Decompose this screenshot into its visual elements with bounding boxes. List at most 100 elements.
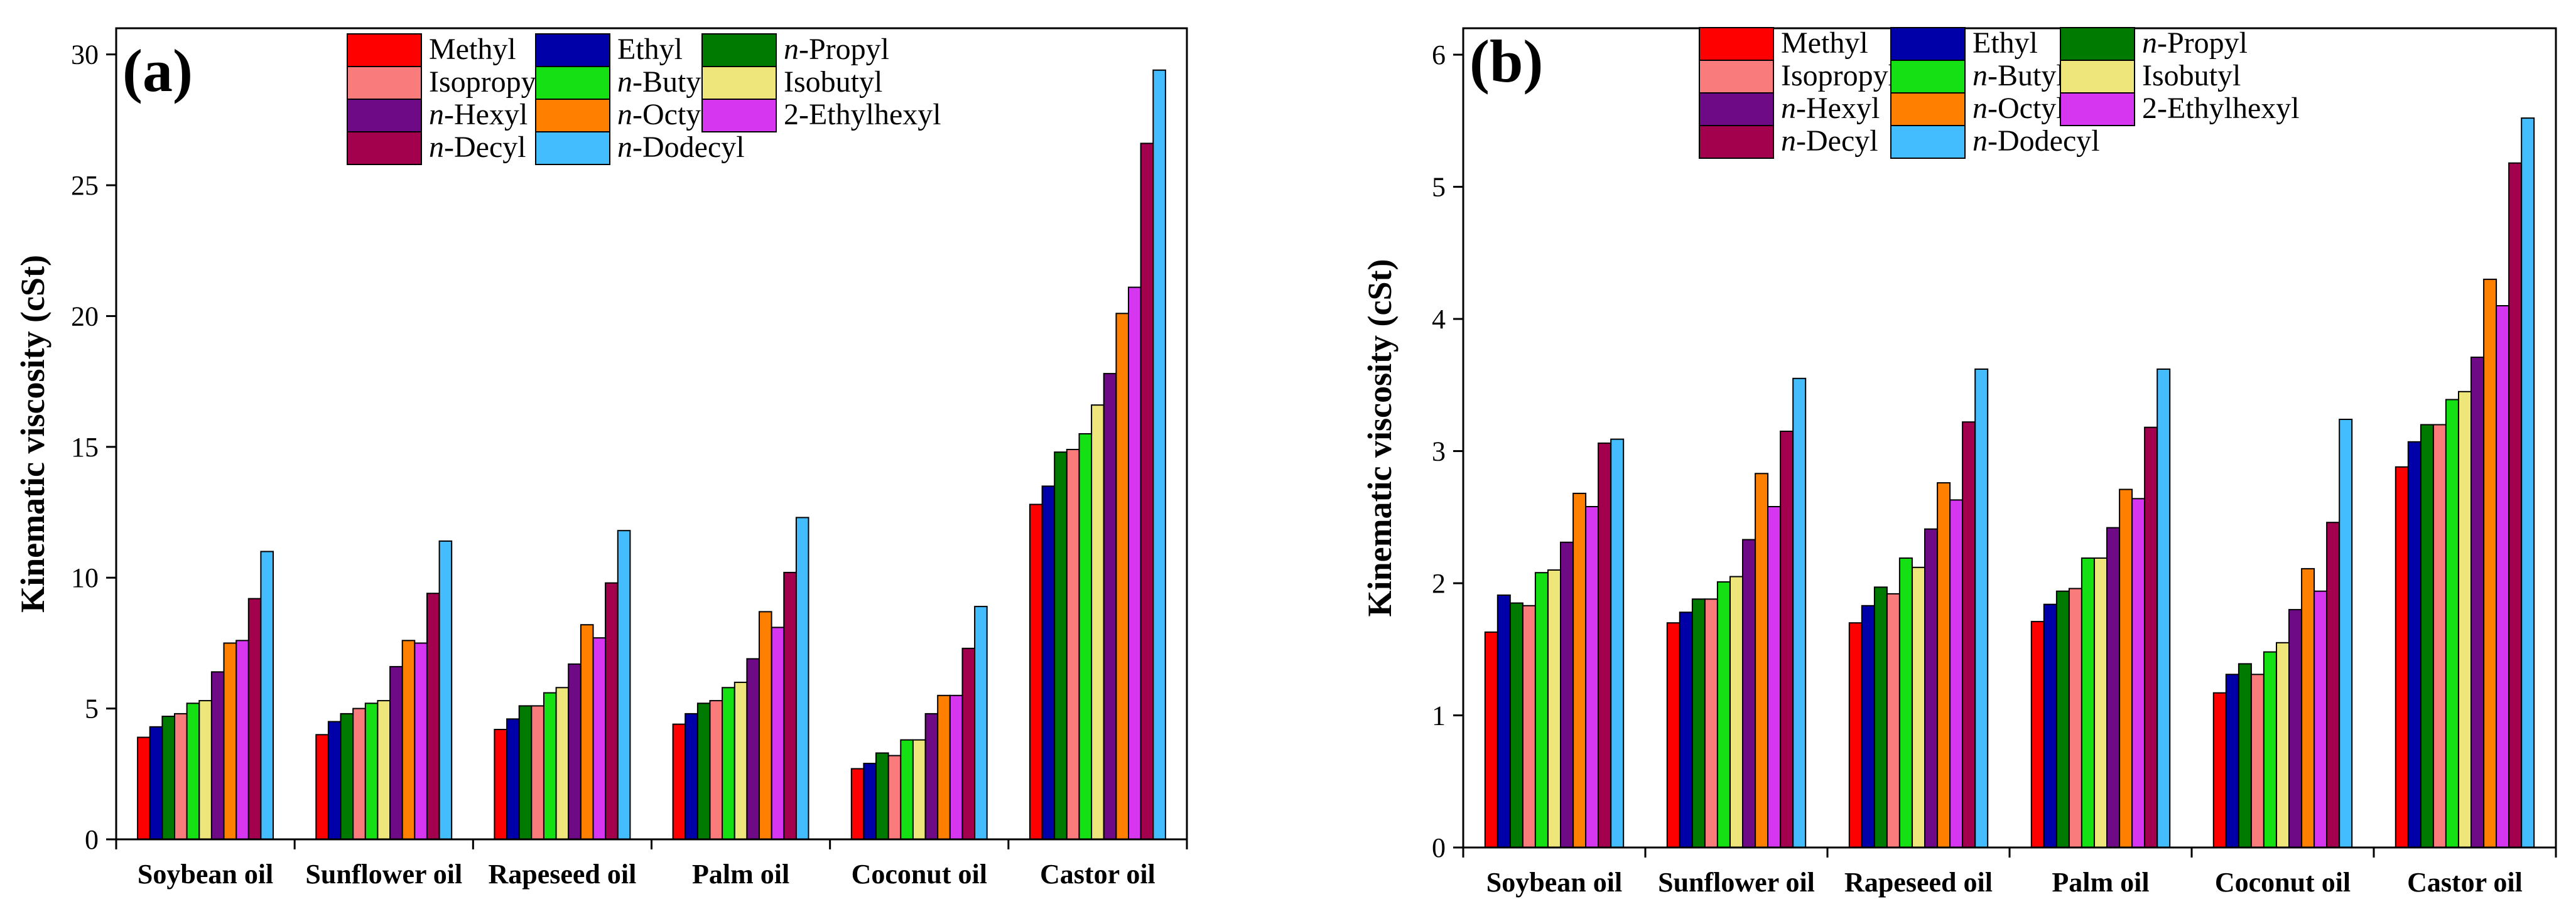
- bar-n-hexyl-palm-oil: [746, 658, 760, 841]
- category-label: Coconut oil: [852, 859, 987, 890]
- category-label: Rapeseed oil: [488, 859, 636, 890]
- legend-swatch-isobutyl: [2060, 60, 2135, 94]
- legend-name: 2-Ethylhexyl: [2142, 92, 2300, 125]
- bar-n-dodecyl-palm-oil: [795, 517, 809, 840]
- bar-n-propyl-coconut-oil: [875, 752, 889, 840]
- bar-n-hexyl-rapeseed-oil: [1924, 528, 1938, 848]
- bar-isobutyl-palm-oil: [2094, 557, 2108, 848]
- bar-methyl-soybean-oil: [1484, 631, 1498, 849]
- bar-isopropyl-castor-oil: [2432, 424, 2447, 848]
- bar-ethyl-soybean-oil: [149, 726, 163, 841]
- bar-ethyl-palm-oil: [2043, 603, 2057, 848]
- bar-methyl-coconut-oil: [850, 768, 865, 840]
- legend-italic-prefix: n: [784, 33, 799, 66]
- legend-swatch-ethyl: [535, 33, 610, 67]
- bar-n-dodecyl-coconut-oil: [974, 606, 988, 840]
- bar-n-octyl-palm-oil: [2119, 488, 2133, 848]
- bar-methyl-palm-oil: [2030, 621, 2045, 848]
- bar-ethyl-soybean-oil: [1496, 595, 1511, 848]
- bar-n-octyl-castor-oil: [2483, 278, 2498, 848]
- bar-n-octyl-castor-oil: [1115, 313, 1130, 840]
- bar-ethyl-coconut-oil: [2225, 674, 2239, 849]
- bar-n-decyl-coconut-oil: [2326, 522, 2341, 848]
- bar-n-octyl-sunflower-oil: [1755, 473, 1769, 848]
- legend-swatch-methyl: [347, 33, 422, 67]
- legend-swatch-2-ethylhexyl: [2060, 92, 2135, 126]
- y-tick-label: 1: [1432, 701, 1446, 731]
- legend-name: -Propyl: [2157, 26, 2248, 60]
- bar-n-octyl-palm-oil: [759, 611, 772, 841]
- y-tick-label: 30: [71, 40, 99, 70]
- legend-label-isobutyl: Isobutyl: [784, 65, 882, 99]
- legend-label-isopropyl: Isopropyl: [1781, 59, 1897, 92]
- bar-methyl-coconut-oil: [2212, 692, 2227, 848]
- bar-ethyl-castor-oil: [1041, 485, 1056, 840]
- legend-label-methyl: Methyl: [1781, 26, 1868, 60]
- bar-n-dodecyl-castor-oil: [2521, 117, 2535, 849]
- bar-n-decyl-sunflower-oil: [1780, 431, 1794, 848]
- bar-n-hexyl-castor-oil: [2470, 357, 2484, 848]
- category-label: Palm oil: [692, 859, 789, 890]
- bar-methyl-palm-oil: [672, 723, 686, 840]
- bar-n-dodecyl-castor-oil: [1152, 69, 1166, 841]
- legend-swatch-n-dodecyl: [535, 131, 610, 165]
- bar-n-hexyl-soybean-oil: [210, 671, 225, 841]
- bar-n-propyl-rapeseed-oil: [1873, 586, 1888, 848]
- legend-name: -Decyl: [1796, 124, 1878, 158]
- legend-swatch-n-decyl: [1699, 125, 1774, 159]
- bar-isobutyl-rapeseed-oil: [555, 687, 570, 841]
- legend-name: -Dodecyl: [1988, 124, 2100, 158]
- legend-label-n-dodecyl: n-Dodecyl: [1973, 124, 2100, 158]
- bar-n-propyl-rapeseed-oil: [518, 705, 533, 841]
- bar-n-butyl-rapeseed-oil: [543, 692, 557, 840]
- bar-n-decyl-soybean-oil: [1598, 442, 1612, 848]
- y-tick-label: 20: [71, 301, 99, 331]
- bar-n-butyl-palm-oil: [2081, 557, 2095, 848]
- bar-isobutyl-castor-oil: [2458, 390, 2472, 848]
- bar-ethyl-sunflower-oil: [327, 721, 342, 840]
- bar-2-ethylhexyl-castor-oil: [2496, 305, 2510, 848]
- bar-n-hexyl-coconut-oil: [924, 713, 939, 841]
- plot-frame: [1462, 27, 2557, 849]
- y-tick-label: 3: [1432, 436, 1446, 467]
- bar-methyl-castor-oil: [1029, 503, 1043, 840]
- bar-n-decyl-rapeseed-oil: [605, 582, 619, 840]
- chart-panel-a: Soybean oil Sunflower oil Rapeseed oil Palm…: [14, 27, 1188, 890]
- bar-n-hexyl-coconut-oil: [2288, 609, 2302, 848]
- bar-n-propyl-castor-oil: [2420, 424, 2434, 848]
- legend-label-n-dodecyl: n-Dodecyl: [617, 131, 745, 164]
- bar-isobutyl-soybean-oil: [1547, 569, 1561, 848]
- bar-2-ethylhexyl-castor-oil: [1128, 286, 1142, 841]
- bar-n-octyl-rapeseed-oil: [1937, 482, 1951, 848]
- legend-name: -Propyl: [799, 33, 889, 66]
- bar-n-propyl-palm-oil: [2055, 590, 2070, 848]
- legend-label-n-octyl: n-Octyl: [1973, 92, 2065, 125]
- bar-n-propyl-coconut-oil: [2238, 663, 2252, 849]
- bar-2-ethylhexyl-palm-oil: [771, 627, 785, 841]
- bar-isopropyl-rapeseed-oil: [531, 705, 544, 841]
- bar-2-ethylhexyl-sunflower-oil: [1767, 506, 1782, 848]
- bar-ethyl-sunflower-oil: [1679, 611, 1693, 848]
- legend-label-2-ethylhexyl: 2-Ethylhexyl: [784, 98, 941, 131]
- legend-label-n-propyl: n-Propyl: [784, 33, 889, 66]
- bar-isopropyl-palm-oil: [2068, 588, 2082, 848]
- legend-italic-prefix: n: [1781, 124, 1796, 158]
- category-label: Castor oil: [1040, 859, 1155, 890]
- bar-n-dodecyl-coconut-oil: [2339, 419, 2353, 848]
- plot-frame: [115, 27, 1188, 841]
- bar-n-propyl-soybean-oil: [1509, 602, 1523, 848]
- legend-italic-prefix: n: [1973, 124, 1988, 158]
- bar-n-dodecyl-palm-oil: [2157, 369, 2171, 848]
- legend-italic-prefix: n: [2142, 26, 2157, 60]
- legend-swatch-2-ethylhexyl: [701, 99, 777, 132]
- bar-isopropyl-soybean-oil: [1522, 605, 1536, 848]
- category-label: Palm oil: [2052, 867, 2149, 898]
- bar-methyl-castor-oil: [2395, 466, 2409, 848]
- bar-n-decyl-sunflower-oil: [426, 593, 440, 840]
- y-tick-label: 6: [1432, 40, 1446, 70]
- bar-n-butyl-sunflower-oil: [364, 702, 379, 841]
- bar-n-octyl-rapeseed-oil: [580, 624, 594, 840]
- legend-swatch-n-decyl: [347, 131, 422, 165]
- y-tick-label: 5: [1432, 172, 1446, 203]
